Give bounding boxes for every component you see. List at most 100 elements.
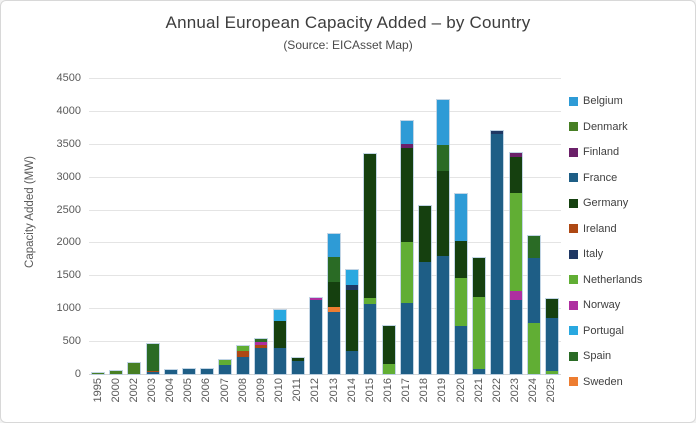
segment-2024-netherlands bbox=[527, 322, 540, 374]
segment-2023-germany bbox=[509, 156, 522, 194]
segment-2023-france bbox=[509, 299, 522, 374]
y-tick-label: 500 bbox=[62, 335, 81, 348]
bar-2004 bbox=[162, 369, 180, 375]
bar-2018 bbox=[416, 205, 434, 375]
x-tick-label-2019: 2019 bbox=[436, 378, 449, 403]
legend-swatch-france bbox=[569, 173, 578, 182]
bar-1995 bbox=[89, 372, 107, 375]
segment-2006-france bbox=[200, 369, 213, 374]
segment-2019-spain bbox=[436, 145, 449, 172]
segment-2019-france bbox=[436, 255, 449, 374]
legend-swatch-denmark bbox=[569, 122, 578, 131]
legend-label: Portugal bbox=[583, 324, 624, 337]
segment-2017-france bbox=[400, 302, 413, 374]
segment-2021-netherlands bbox=[473, 297, 486, 370]
y-tick-label: 1000 bbox=[56, 302, 81, 315]
segment-2004-france bbox=[164, 370, 177, 374]
gridline-2500 bbox=[89, 209, 561, 211]
legend-item-finland: Finland bbox=[569, 146, 642, 158]
segment-2013-belgium bbox=[328, 234, 341, 257]
gridline-1500 bbox=[89, 275, 561, 277]
segment-2025-netherlands bbox=[545, 371, 558, 374]
segment-2012-norway bbox=[309, 297, 322, 300]
segment-2002-denmark bbox=[128, 363, 141, 374]
segment-2013-spain bbox=[328, 256, 341, 283]
gridline-0 bbox=[89, 374, 561, 375]
segment-2020-netherlands bbox=[455, 277, 468, 326]
legend-item-spain: Spain bbox=[569, 350, 642, 362]
x-tick-label-2003: 2003 bbox=[146, 378, 159, 403]
segment-2000-denmark bbox=[110, 370, 123, 374]
gridline-500 bbox=[89, 341, 561, 343]
segment-2023-norway bbox=[509, 291, 522, 300]
legend-swatch-ireland bbox=[569, 224, 578, 233]
y-tick-label: 3500 bbox=[56, 137, 81, 150]
segment-2007-netherlands bbox=[219, 360, 232, 366]
x-tick-label-2007: 2007 bbox=[218, 378, 231, 403]
x-tick-label-2025: 2025 bbox=[545, 378, 558, 403]
legend-label: Ireland bbox=[583, 222, 617, 235]
legend-swatch-italy bbox=[569, 249, 578, 259]
segment-2017-netherlands bbox=[400, 242, 413, 303]
segment-2025-germany bbox=[545, 299, 558, 318]
y-tick-label: 2000 bbox=[56, 236, 81, 249]
bar-2007 bbox=[216, 359, 234, 375]
segment-2014-italy bbox=[346, 284, 359, 290]
legend-swatch-germany bbox=[569, 198, 578, 208]
x-tick-label-2000: 2000 bbox=[109, 378, 122, 403]
bar-2019 bbox=[434, 99, 452, 375]
y-tick-label: 3000 bbox=[56, 170, 81, 183]
segment-2014-portugal bbox=[346, 269, 359, 285]
bar-2005 bbox=[180, 368, 198, 375]
x-tick-label-2014: 2014 bbox=[345, 378, 358, 403]
legend-label: Spain bbox=[583, 350, 612, 362]
segment-2023-finland bbox=[509, 153, 522, 157]
x-tick-label-2008: 2008 bbox=[236, 378, 249, 403]
segment-2024-france bbox=[527, 257, 540, 323]
segment-2009-ireland bbox=[255, 344, 268, 348]
x-tick-label-2023: 2023 bbox=[509, 378, 522, 403]
legend-item-portugal: Portugal bbox=[569, 325, 642, 337]
x-tick-label-2018: 2018 bbox=[418, 378, 431, 403]
legend-swatch-spain bbox=[569, 351, 578, 361]
x-tick-label-2010: 2010 bbox=[273, 378, 286, 403]
chart-subtitle: (Source: EICAsset Map) bbox=[283, 38, 413, 52]
segment-2021-germany bbox=[473, 257, 486, 298]
segment-2015-france bbox=[364, 304, 377, 374]
segment-2019-belgium bbox=[436, 100, 449, 146]
legend-item-ireland: Ireland bbox=[569, 223, 642, 235]
x-tick-label-2002: 2002 bbox=[127, 378, 140, 403]
gridline-4000 bbox=[89, 110, 561, 112]
legend-label: Belgium bbox=[583, 95, 623, 107]
segment-2021-france bbox=[473, 369, 486, 374]
segment-2015-germany bbox=[364, 154, 377, 298]
segment-2018-germany bbox=[418, 206, 431, 263]
segment-2022-italy bbox=[491, 130, 504, 134]
y-tick-label: 0 bbox=[74, 368, 81, 380]
legend-item-sweden: Sweden bbox=[569, 376, 642, 388]
gridline-3500 bbox=[89, 143, 561, 145]
legend-label: Norway bbox=[583, 299, 621, 311]
x-tick-label-1995: 1995 bbox=[91, 378, 104, 403]
segment-2020-france bbox=[455, 325, 468, 374]
segment-2012-france bbox=[309, 299, 322, 374]
segment-2009-spain bbox=[255, 339, 268, 343]
legend-swatch-norway bbox=[569, 300, 578, 310]
bar-2025 bbox=[543, 298, 561, 375]
bar-2008 bbox=[234, 345, 252, 375]
segment-2009-norway bbox=[255, 342, 268, 345]
bar-2010 bbox=[271, 309, 289, 375]
segment-2017-finland bbox=[400, 143, 413, 148]
legend-item-italy: Italy bbox=[569, 248, 642, 260]
segment-2017-germany bbox=[400, 147, 413, 243]
plot-area bbox=[89, 78, 561, 376]
bar-2017 bbox=[398, 119, 416, 376]
legend-label: France bbox=[583, 171, 618, 184]
legend-label: Denmark bbox=[583, 120, 628, 133]
x-tick-label-2015: 2015 bbox=[363, 378, 376, 403]
segment-2005-france bbox=[182, 369, 195, 374]
segment-2024-spain bbox=[527, 235, 540, 258]
gridline-1000 bbox=[89, 308, 561, 310]
x-tick-label-2020: 2020 bbox=[454, 378, 467, 403]
segment-2023-netherlands bbox=[509, 193, 522, 292]
